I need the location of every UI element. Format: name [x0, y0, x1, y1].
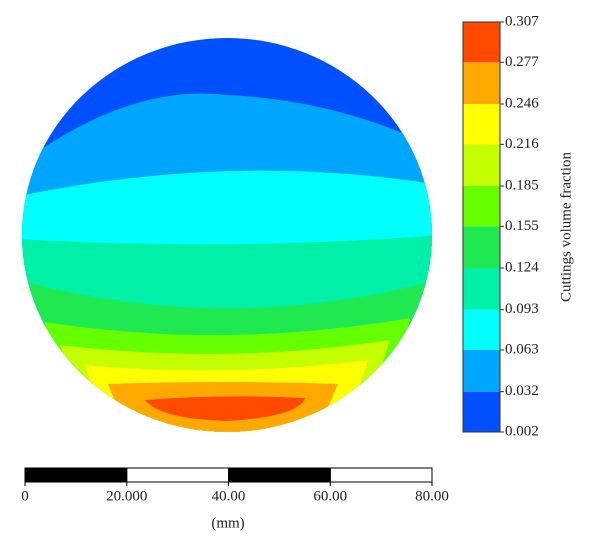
colorbar-tick-label: 0.246	[505, 95, 539, 111]
scale-tick-label: 60.00	[313, 488, 347, 504]
colorbar-band	[463, 226, 500, 268]
scale-tick-label: 80.00	[415, 488, 449, 504]
colorbar-tick-label: 0.277	[505, 54, 539, 70]
colorbar-tick-label: 0.124	[505, 259, 539, 275]
contour-band	[145, 396, 305, 421]
scale-segment	[329, 467, 433, 483]
colorbar-tick-label: 0.307	[505, 13, 539, 29]
colorbar-tick-label: 0.155	[505, 218, 539, 234]
colorbar-label: Cuttings volume fraction	[558, 152, 574, 302]
colorbar-tick-label: 0.185	[505, 177, 539, 193]
colorbar-band	[463, 104, 500, 145]
scale-tick-label: 40.00	[212, 488, 246, 504]
colorbar-band	[463, 350, 500, 392]
colorbar-band	[463, 144, 500, 186]
x-axis-label: (mm)	[211, 515, 244, 531]
colorbar-band	[463, 62, 500, 104]
contour-field	[22, 38, 432, 432]
colorbar-band	[463, 186, 500, 227]
scale-segment	[228, 467, 331, 483]
scale-tick-label: 0	[21, 488, 29, 504]
colorbar-tick-label: 0.032	[505, 383, 539, 399]
colorbar-frame	[462, 21, 501, 433]
scale-tick-label: 20.000	[106, 488, 147, 504]
colorbar-band	[463, 22, 500, 63]
colorbar-band	[463, 309, 500, 350]
colorbar-band	[463, 268, 500, 310]
colorbar-tick-label: 0.063	[505, 341, 539, 357]
colorbar-tick-label: 0.002	[505, 423, 539, 439]
colorbar-band	[463, 391, 500, 432]
colorbar-tick-label: 0.093	[505, 301, 539, 317]
colorbar-tick-label: 0.216	[505, 136, 539, 152]
scale-segment	[24, 467, 128, 483]
scale-segment	[126, 467, 229, 483]
